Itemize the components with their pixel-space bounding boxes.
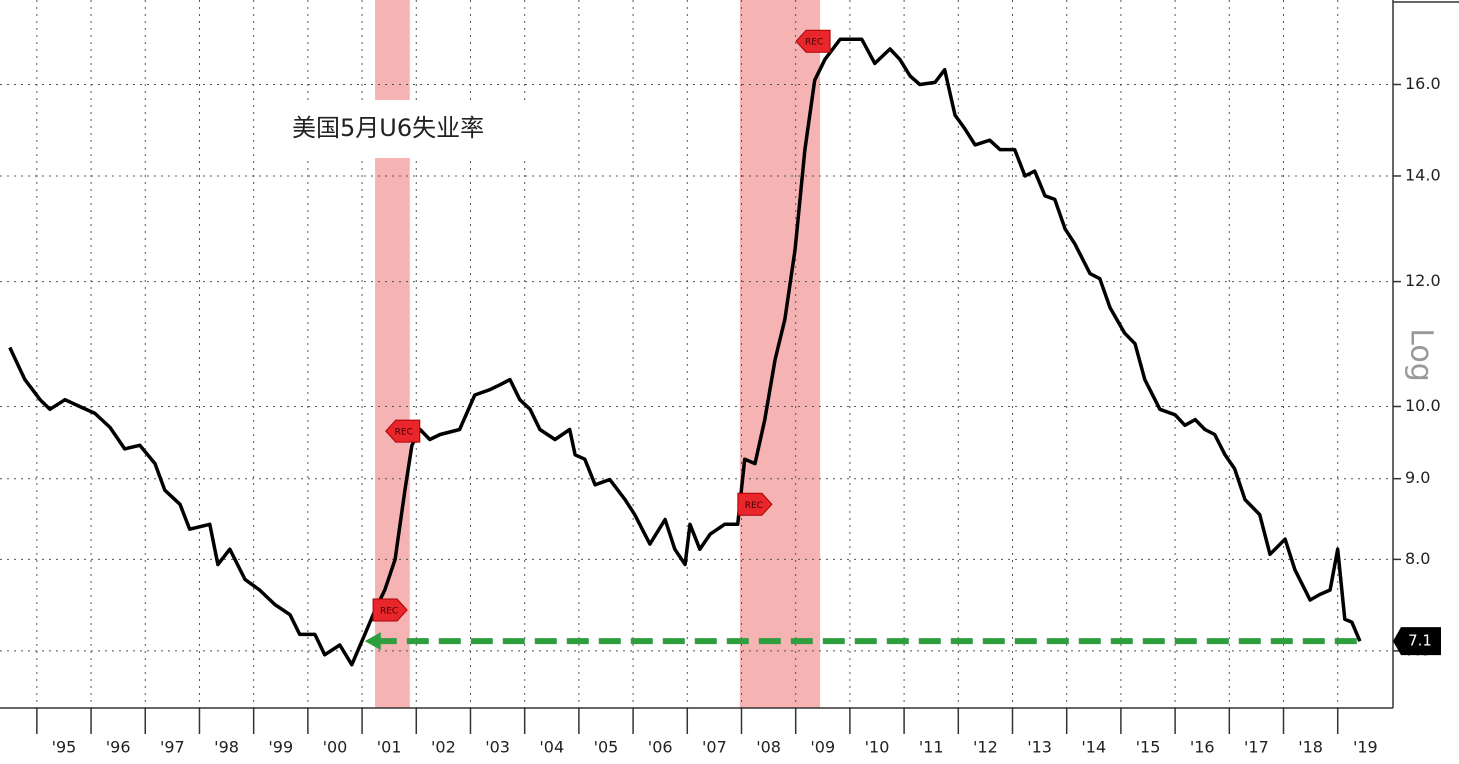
x-tick-label: '13: [1027, 738, 1052, 757]
x-tick-label: '08: [756, 738, 781, 757]
recession-flag-shape: [795, 29, 831, 53]
recession-flag-label: REC: [395, 428, 413, 438]
recession-band: [739, 0, 821, 708]
x-tick-label: '96: [106, 738, 131, 757]
x-tick-label: '11: [919, 738, 944, 757]
series-line: [8, 37, 1362, 667]
annotation-box: [282, 100, 532, 158]
x-tick-label: '98: [214, 738, 239, 757]
recession-flag-shape: [385, 419, 421, 443]
y-tick-label: 8.0: [1405, 549, 1430, 568]
x-tick-label: '15: [1136, 738, 1161, 757]
recession-flag-label: REC: [380, 607, 398, 617]
recession-flag-shape: [737, 492, 773, 516]
x-tick-label: '00: [323, 738, 348, 757]
x-tick-label: '97: [160, 738, 185, 757]
recession-flag: REC: [795, 29, 831, 53]
plot-layer: [0, 0, 1393, 708]
x-tick-label: '06: [648, 738, 673, 757]
last-value-box: [1393, 627, 1441, 656]
y-tick-label: 16.0: [1405, 74, 1441, 93]
x-tick-label: '04: [539, 738, 564, 757]
x-tick-label: '05: [594, 738, 619, 757]
recession-flag: REC: [737, 492, 773, 516]
y-tick-label: 14.0: [1405, 165, 1441, 184]
x-tick-label: '95: [52, 738, 77, 757]
y-tick-label: 9.0: [1405, 468, 1430, 487]
x-tick-label: '09: [810, 738, 835, 757]
recession-flag-shape: [372, 598, 408, 622]
x-tick-label: '99: [268, 738, 293, 757]
y-tick-label: 10.0: [1405, 396, 1441, 415]
x-tick-label: '18: [1298, 738, 1323, 757]
x-tick-label: '01: [377, 738, 402, 757]
x-tick-label: '02: [431, 738, 456, 757]
x-tick-label: '10: [865, 738, 890, 757]
y-tick-label: 12.0: [1405, 271, 1441, 290]
reference-arrow: [364, 632, 381, 651]
x-tick-label: '12: [973, 738, 998, 757]
recession-flag-label: REC: [805, 38, 823, 48]
x-tick-label: '07: [702, 738, 727, 757]
y-axis-label: Log: [1404, 328, 1439, 382]
x-tick-label: '14: [1081, 738, 1106, 757]
annotation: 美国5月U6失业率: [292, 114, 484, 142]
recession-flag: REC: [372, 598, 408, 622]
recession-flag: REC: [385, 419, 421, 443]
x-tick-label: '19: [1353, 738, 1378, 757]
x-tick-label: '16: [1190, 738, 1215, 757]
x-tick-label: '03: [485, 738, 510, 757]
last-value-label: 7.1: [1408, 632, 1432, 650]
recession-flag-label: REC: [745, 501, 763, 511]
x-tick-label: '17: [1244, 738, 1269, 757]
